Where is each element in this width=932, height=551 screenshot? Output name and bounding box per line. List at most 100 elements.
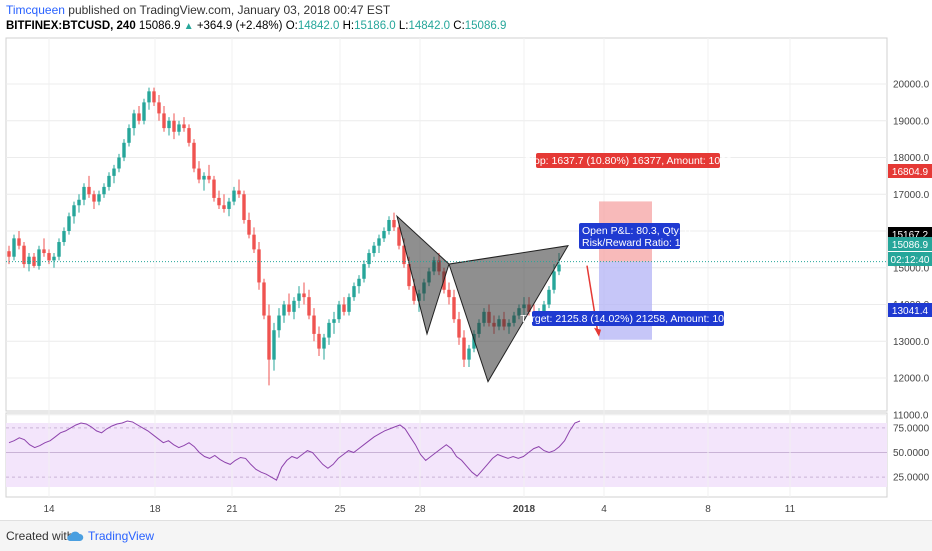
candle-body (372, 245, 376, 254)
pnl-label-bg (579, 223, 680, 249)
candle-body (462, 337, 466, 360)
pnl-label-box[interactable]: Open P&L: 80.3, Qty: 0 Risk/Reward Ratio… (579, 223, 691, 249)
candle-body (362, 264, 366, 279)
candle-body (322, 337, 326, 349)
candle-body (22, 245, 26, 265)
price-tick-label: 17000.0 (893, 190, 930, 201)
target-tag-bg (888, 303, 932, 317)
low-label: L: (398, 20, 409, 32)
target-zone[interactable] (599, 261, 652, 340)
candle-body (12, 238, 16, 257)
target-label: Target: 2125.8 (14.02%) 21258, Amount: 1… (520, 313, 736, 325)
price-tick-label: 18000.0 (893, 153, 930, 164)
stop-label-box[interactable]: Stop: 1637.7 (10.80%) 16377, Amount: 100… (524, 153, 732, 168)
candle-body (272, 330, 276, 360)
symbol-label[interactable]: BITFINEX:BTCUSD, 240 (6, 20, 136, 32)
candle-body (237, 190, 241, 195)
candle-body (97, 194, 101, 202)
candle-body (72, 205, 76, 217)
up-arrow-icon: ▲ (183, 21, 194, 32)
candle-body (132, 113, 136, 129)
candle-body (267, 315, 271, 360)
arrowhead-icon (594, 327, 601, 337)
candle-body (62, 231, 66, 243)
candle-body (47, 253, 51, 261)
candle-body (407, 264, 411, 287)
target-label-box[interactable]: Target: 2125.8 (14.02%) 21258, Amount: 1… (520, 311, 736, 326)
rsi-grid (6, 427, 887, 478)
time-axis[interactable]: 14 18 21 25 28 2018 4 8 11 (43, 504, 795, 515)
candle-body (77, 199, 81, 206)
candle-body (357, 278, 361, 287)
price-pane[interactable] (5, 37, 888, 412)
candle-body (212, 179, 216, 198)
candle-body (337, 304, 341, 320)
candle-body (317, 333, 321, 349)
rr-label: Risk/Reward Ratio: 1.3 (582, 237, 690, 249)
candle-body (377, 238, 381, 246)
candle-body (262, 282, 266, 316)
candle-body (182, 124, 186, 129)
candle-body (207, 175, 211, 180)
candle-body (397, 227, 401, 246)
chart-header: Timcqueen published on TradingView.com, … (0, 0, 932, 38)
high-value: 15186.0 (354, 20, 396, 32)
candle-body (7, 251, 11, 257)
entry-price-tag-text: 15167.2 (892, 230, 929, 241)
countdown-tag-text: 02:12:40 (891, 255, 930, 266)
price-change: +364.9 (+2.48%) (196, 20, 283, 32)
candle-body (112, 168, 116, 176)
candle-body (17, 238, 21, 246)
candle-body (147, 91, 151, 103)
symbol-ohlc-line: BITFINEX:BTCUSD, 240 15086.9 ▲ +364.9 (+… (6, 20, 506, 32)
candle-body (552, 271, 556, 290)
candle-body (542, 304, 546, 312)
candle-body (152, 91, 156, 103)
pattern-triangle-bcd[interactable] (448, 245, 569, 383)
candle-body (217, 197, 221, 206)
time-tick-label: 18 (149, 504, 161, 515)
created-with-label: Created with (6, 529, 74, 543)
candle-body (192, 142, 196, 169)
rsi-tick-label: 50.0000 (893, 448, 930, 459)
candle-body (412, 286, 416, 301)
candle-body (307, 297, 311, 316)
price-tick-label: 11000.0 (893, 410, 929, 421)
close-label: C: (453, 20, 465, 32)
candle-body (367, 253, 371, 265)
last-price-tag: 15086.9 (888, 237, 932, 251)
candle-body (287, 304, 291, 312)
candle-body (197, 168, 201, 180)
candle-body (312, 315, 316, 334)
target-price-tag: 13041.4 (888, 303, 932, 317)
time-tick-label: 25 (334, 504, 346, 515)
stop-price-tag: 16804.9 (888, 164, 932, 178)
rsi-tick-label: 75.0000 (893, 423, 930, 434)
stop-tag-bg (888, 164, 932, 178)
candle-body (117, 157, 121, 169)
high-label: H: (342, 20, 355, 32)
footer-bar: Created with TradingView (0, 520, 932, 551)
candle-body (257, 249, 261, 283)
price-tick-label: 12000.0 (893, 374, 930, 385)
tradingview-logo-text[interactable]: TradingView (88, 529, 155, 543)
price-chart[interactable]: Stop: 1637.7 (10.80%) 16377, Amount: 100… (0, 0, 932, 520)
candle-body (402, 245, 406, 265)
pattern-triangle-xab[interactable] (396, 214, 450, 336)
price-tick-label: 19000.0 (893, 116, 930, 127)
time-tick-label: 28 (414, 504, 426, 515)
author-link[interactable]: Timcqueen (6, 3, 65, 17)
publish-line: Timcqueen published on TradingView.com, … (6, 3, 390, 17)
time-tick-label: 2018 (513, 504, 536, 515)
candle-body (247, 219, 251, 235)
target-price-tag-text: 13041.4 (892, 306, 929, 317)
time-tick-label: 14 (43, 504, 55, 515)
candle-body (382, 231, 386, 239)
candle-body (87, 186, 91, 195)
candle-body (162, 113, 166, 129)
candle-body (42, 249, 46, 254)
candle-body (347, 297, 351, 312)
rsi-axis[interactable]: 75.0000 50.0000 25.0000 (893, 423, 930, 483)
candle-body (137, 113, 141, 121)
candle-body (202, 175, 206, 180)
